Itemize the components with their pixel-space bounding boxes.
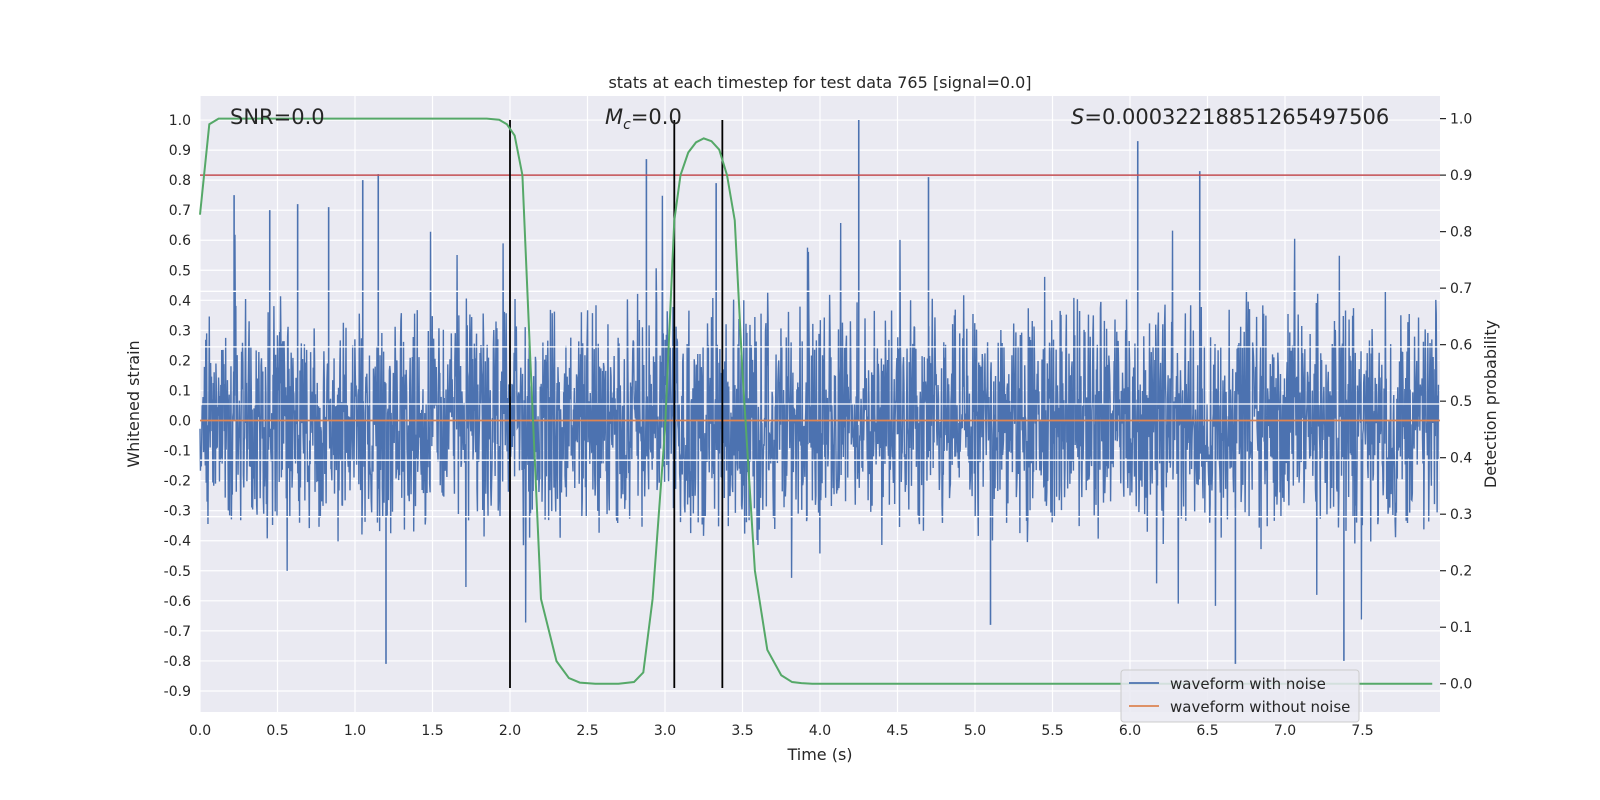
y2-tick-label: 0.3	[1450, 507, 1472, 523]
y2-tick-label: 0.6	[1450, 338, 1472, 354]
legend-box	[1120, 669, 1360, 723]
y-tick-label: 0.0	[169, 414, 191, 430]
y2-tick-label: 1.0	[1450, 112, 1472, 128]
x-tick-label: 1.5	[421, 723, 443, 739]
y-tick-label: -0.2	[164, 474, 191, 490]
y-tick-label: -0.8	[164, 654, 191, 670]
y-tick-label: -0.5	[164, 564, 191, 580]
y-tick-label: 0.9	[169, 143, 191, 159]
y-tick-label: 0.1	[169, 383, 191, 399]
y2-tick-label: 0.2	[1450, 564, 1472, 580]
y2-tick-label: 0.1	[1450, 620, 1472, 636]
x-tick-label: 7.0	[1274, 723, 1296, 739]
x-axis-label: Time (s)	[786, 745, 852, 764]
legend: waveform with noise waveform without noi…	[1120, 669, 1360, 723]
y-tick-label: 0.8	[169, 173, 191, 189]
mc-symbol: M	[605, 105, 623, 129]
x-tick-label: 7.5	[1351, 723, 1373, 739]
y2-tick-label: 0.5	[1450, 394, 1472, 410]
y-tick-label: 0.7	[169, 203, 191, 219]
x-tick-label: 3.0	[654, 723, 676, 739]
mc-subscript: c	[623, 117, 631, 133]
detection-probability-line	[199, 117, 1433, 685]
y2-tick-label: 0.9	[1450, 168, 1472, 184]
y-axis-label: Whitened strain	[124, 340, 143, 467]
y-tick-label: 0.3	[169, 323, 191, 339]
legend-label-clean: waveform without noise	[1170, 698, 1350, 716]
y-tick-label: -0.4	[164, 534, 191, 550]
s-annotation: S=0.00032218851265497506	[1071, 105, 1389, 129]
y-tick-label: 0.4	[169, 293, 191, 309]
tick-labels: 0.0 0.5 1.0 1.5 2.0 2.5 3.0 3.5 4.0 4.5 5.0 5.5 6.0 6…	[164, 112, 1473, 739]
overlay-lines	[199, 117, 1440, 688]
x-tick-label: 2.5	[576, 723, 598, 739]
y2-axis-label: Detection probability	[1481, 320, 1500, 488]
y-tick-label: -0.1	[164, 444, 191, 460]
chart-title: stats at each timestep for test data 765…	[608, 73, 1031, 92]
x-tick-label: 0.0	[189, 723, 211, 739]
y-tick-label: -0.3	[164, 504, 191, 520]
s-symbol: S	[1071, 105, 1084, 129]
y2-tick-label: 0.4	[1450, 451, 1472, 467]
noise-series	[199, 120, 1440, 664]
y2-tick-label: 0.7	[1450, 281, 1472, 297]
y-tick-label: 0.5	[169, 263, 191, 279]
x-tick-label: 2.0	[499, 723, 521, 739]
y2-tick-label: 0.8	[1450, 225, 1472, 241]
x-tick-label: 0.5	[266, 723, 288, 739]
mc-value: =0.0	[631, 105, 682, 129]
legend-label-noise: waveform with noise	[1170, 675, 1326, 693]
y-tick-label: 1.0	[169, 113, 191, 129]
x-tick-label: 6.5	[1196, 723, 1218, 739]
x-tick-label: 3.5	[731, 723, 753, 739]
y-tick-label: -0.7	[164, 624, 191, 640]
x-tick-label: 5.0	[964, 723, 986, 739]
noise-waveform-line	[199, 195, 1440, 623]
mc-annotation: Mc=0.0	[605, 105, 682, 133]
snr-annotation: SNR=0.0	[230, 105, 325, 129]
x-tick-label: 4.5	[886, 723, 908, 739]
y-tick-label: 0.6	[169, 233, 191, 249]
y2-tick-label: 0.0	[1450, 677, 1472, 693]
s-value: =0.00032218851265497506	[1084, 105, 1389, 129]
y-tick-label: 0.2	[169, 353, 191, 369]
x-tick-label: 6.0	[1119, 723, 1141, 739]
x-tick-label: 4.0	[809, 723, 831, 739]
y-tick-label: -0.6	[164, 594, 191, 610]
x-tick-label: 1.0	[344, 723, 366, 739]
x-tick-label: 5.5	[1041, 723, 1063, 739]
y-tick-label: -0.9	[164, 684, 191, 700]
